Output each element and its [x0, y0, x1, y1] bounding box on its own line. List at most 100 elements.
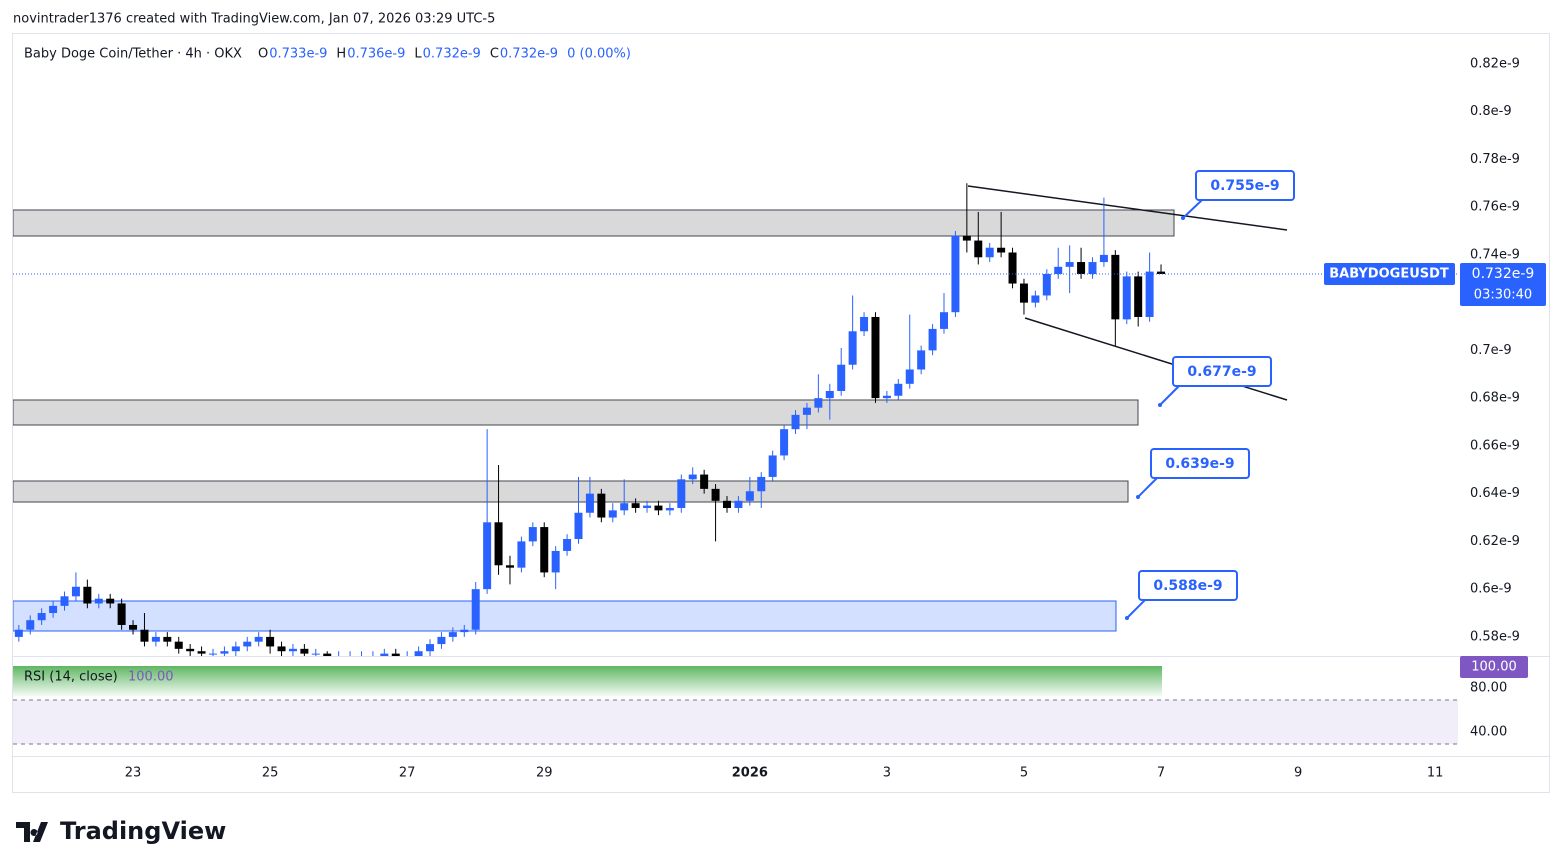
y-tick-label: 0.74e-9 [1470, 247, 1520, 262]
candle-body [654, 505, 663, 511]
candle-body [814, 398, 823, 408]
callout-box [1172, 356, 1272, 387]
candle-body [894, 383, 903, 396]
candle-body [1077, 262, 1086, 274]
countdown: 03:30:40 [1474, 287, 1532, 302]
candle-body [563, 539, 572, 551]
candle-body [722, 500, 731, 508]
y-tick-label: 0.78e-9 [1470, 152, 1520, 167]
candle-body [448, 632, 457, 637]
price-label: 0.732e-9 [1472, 266, 1535, 282]
candle-body [471, 589, 480, 630]
candle-body [277, 646, 286, 652]
candle-body [1019, 283, 1028, 303]
candle-body [49, 605, 58, 614]
candle-body [414, 651, 423, 656]
zone [13, 600, 1117, 632]
candle-body [1088, 262, 1097, 274]
rsi-badge-label: 100.00 [1471, 660, 1517, 675]
candle-body [174, 641, 183, 649]
callout-pointer [1182, 199, 1203, 219]
candle-body [243, 641, 252, 647]
candle-body [757, 476, 766, 492]
candle-body [71, 586, 80, 597]
legend-value: 0.733e-9 [269, 47, 327, 62]
callout-dot [1136, 495, 1140, 499]
candle-body [266, 636, 275, 647]
candle-body [585, 493, 594, 513]
candle-body [962, 235, 971, 241]
candle-body [802, 407, 811, 415]
zone [13, 480, 1129, 503]
candle-body [597, 493, 606, 518]
candle-body [163, 636, 172, 642]
candle-body [311, 653, 320, 655]
callout-box [1138, 570, 1238, 601]
callout-label: 0.677e-9 [1187, 364, 1256, 380]
x-tick-label: 25 [262, 766, 279, 781]
x-tick-label: 3 [883, 766, 891, 781]
logo: TradingView [16, 817, 226, 845]
y-tick-label: 0.58e-9 [1470, 629, 1520, 644]
y-tick-label: 0.64e-9 [1470, 486, 1520, 501]
x-tick-label: 9 [1294, 766, 1302, 781]
candle-body [711, 488, 720, 501]
candle-body [631, 503, 640, 508]
candle-body [1099, 254, 1108, 263]
candle-body [643, 505, 652, 508]
y-tick-label: 0.7e-9 [1470, 343, 1512, 358]
candle-body [688, 474, 697, 480]
candles [13, 183, 1458, 656]
rsi-badge [1460, 656, 1528, 679]
symbol-label: BABYDOGEUSDT [1329, 266, 1449, 281]
candle-body [734, 500, 743, 508]
candle-body [985, 247, 994, 258]
x-tick-label: 29 [536, 766, 553, 781]
candle-body [1042, 273, 1051, 296]
y-tick-label: 0.8e-9 [1470, 104, 1512, 119]
candle-body [974, 240, 983, 258]
callout-label: 0.755e-9 [1210, 178, 1279, 194]
candle-body [768, 455, 777, 477]
legend-key: L [414, 47, 422, 62]
candle-body [665, 507, 674, 511]
callout-pointer [1137, 477, 1158, 498]
candle-body [882, 395, 891, 399]
candle-body [1157, 271, 1166, 274]
legend-key: H [336, 47, 346, 62]
candle-body [837, 364, 846, 391]
candle-body [1111, 254, 1120, 320]
candle-body [106, 598, 115, 604]
candle-body [220, 651, 229, 654]
zone [13, 209, 1175, 237]
candle-body [825, 390, 834, 399]
trend-line [967, 185, 1288, 231]
legend-key: O [258, 47, 268, 62]
candle-body [37, 613, 46, 621]
callout-label: 0.588e-9 [1153, 578, 1222, 594]
legend-value: 0.732e-9 [423, 47, 481, 62]
candle-body [905, 369, 914, 384]
candle-body [186, 648, 195, 652]
candle-body [129, 624, 138, 630]
symbol-title: Baby Doge Coin/Tether · 4h · OKX [24, 47, 242, 62]
candle-body [517, 541, 526, 568]
rsi-band [13, 700, 1458, 744]
candle-body [745, 491, 754, 501]
logo-text: TradingView [60, 817, 226, 845]
rsi-tick-label: 40.00 [1470, 725, 1507, 740]
rsi-title: RSI (14, close) [24, 670, 118, 685]
x-tick-label: 2026 [732, 766, 768, 781]
ohlc-legend: O 0.733e-9 H 0.736e-9 L 0.732e-9 C 0.732e-9 0 (0… [258, 47, 631, 62]
legend-value: 0.732e-9 [500, 47, 558, 62]
candle-body [677, 479, 686, 508]
callout-pointer [1126, 599, 1146, 619]
x-tick-label: 5 [1020, 766, 1028, 781]
candle-body [620, 503, 629, 511]
credit: novintrader1376 created with TradingView… [13, 12, 495, 27]
candle-body [997, 247, 1006, 253]
candle-body [26, 620, 35, 630]
callout-pointer [1159, 385, 1180, 406]
rsi-value: 100.00 [128, 670, 174, 685]
